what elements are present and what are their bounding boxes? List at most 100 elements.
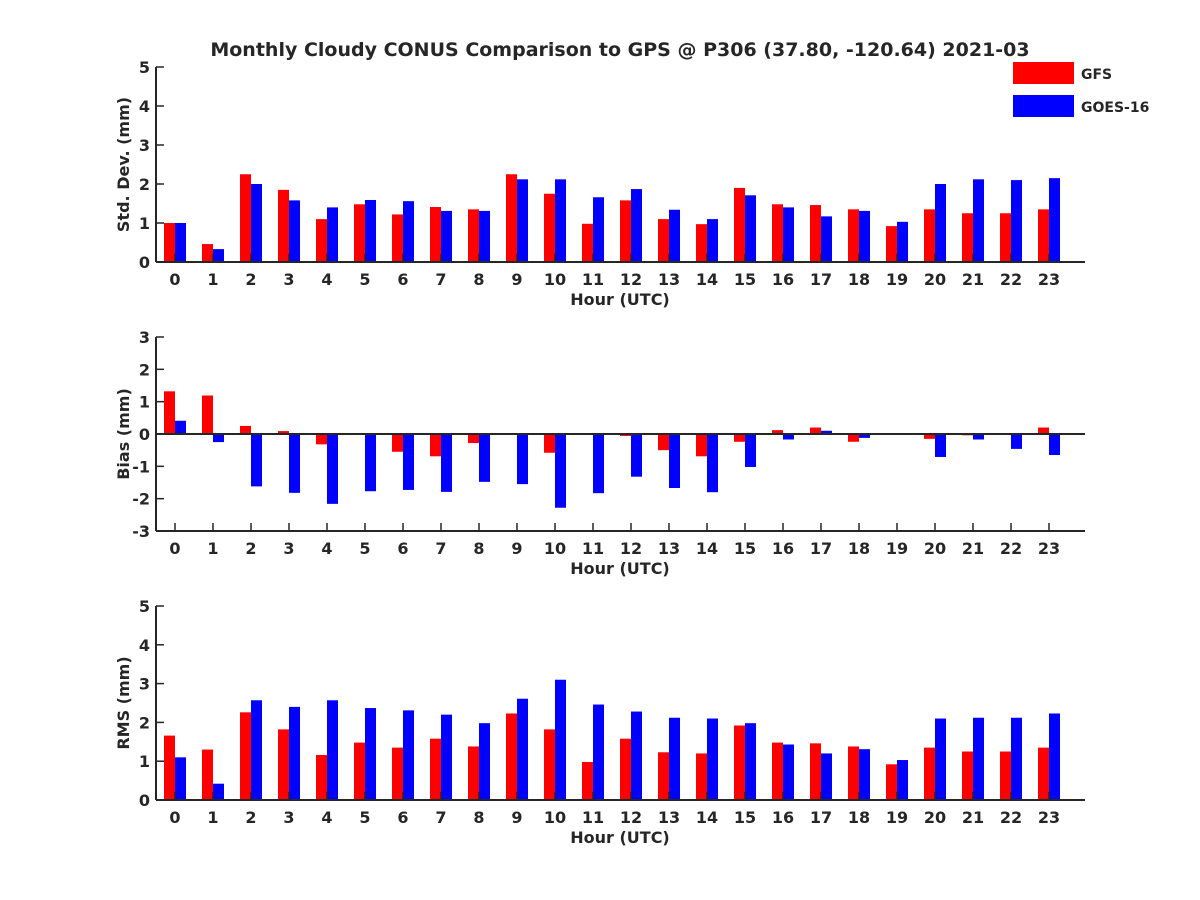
x-tick-label: 22 — [1000, 270, 1022, 289]
y-tick-label: 1 — [139, 752, 150, 771]
bar-goes16-hour-3 — [289, 434, 300, 493]
x-tick-label: 8 — [473, 270, 484, 289]
x-tick-label: 9 — [511, 270, 522, 289]
bar-gfs-hour-2 — [240, 174, 251, 262]
bar-gfs-hour-4 — [316, 219, 327, 262]
bar-goes16-hour-18 — [859, 434, 870, 438]
bar-goes16-hour-11 — [593, 434, 604, 494]
x-tick-label: 3 — [283, 808, 294, 827]
bar-gfs-hour-14 — [696, 434, 707, 457]
y-axis-label: Std. Dev. (mm) — [114, 97, 133, 232]
bar-goes16-hour-1 — [213, 783, 224, 800]
bar-gfs-hour-7 — [430, 738, 441, 800]
x-tick-label: 22 — [1000, 808, 1022, 827]
bar-goes16-hour-4 — [327, 434, 338, 504]
bar-goes16-hour-23 — [1049, 178, 1060, 262]
bar-goes16-hour-1 — [213, 249, 224, 262]
bar-goes16-hour-21 — [973, 179, 984, 262]
bar-gfs-hour-2 — [240, 425, 251, 434]
bar-gfs-hour-10 — [544, 729, 555, 800]
bar-gfs-hour-12 — [620, 200, 631, 262]
x-tick-label: 2 — [245, 270, 256, 289]
x-tick-label: 7 — [435, 808, 446, 827]
bar-goes16-hour-6 — [403, 201, 414, 262]
chart-legend: GFS GOES-16 — [1013, 62, 1149, 117]
bar-gfs-hour-19 — [886, 226, 897, 262]
x-tick-label: 18 — [848, 808, 870, 827]
x-tick-label: 10 — [544, 270, 566, 289]
y-tick-label: 0 — [139, 791, 150, 810]
bar-goes16-hour-5 — [365, 434, 376, 492]
bar-gfs-hour-20 — [924, 434, 935, 439]
bar-goes16-hour-21 — [973, 717, 984, 800]
x-tick-label: 12 — [620, 808, 642, 827]
x-tick-label: 1 — [207, 808, 218, 827]
x-tick-label: 19 — [886, 539, 908, 558]
x-tick-label: 12 — [620, 270, 642, 289]
bar-gfs-hour-18 — [848, 746, 859, 800]
bar-goes16-hour-3 — [289, 706, 300, 800]
x-tick-label: 6 — [397, 270, 408, 289]
bar-gfs-hour-6 — [392, 434, 403, 452]
bar-goes16-hour-10 — [555, 434, 566, 508]
y-tick-label: -1 — [132, 457, 150, 476]
chart-title: Monthly Cloudy CONUS Comparison to GPS @… — [210, 39, 1029, 61]
bar-goes16-hour-19 — [897, 760, 908, 800]
bar-gfs-hour-23 — [1038, 427, 1049, 434]
bar-goes16-hour-12 — [631, 434, 642, 477]
x-tick-label: 4 — [321, 808, 332, 827]
y-tick-label: 2 — [139, 713, 150, 732]
bar-gfs-hour-20 — [924, 209, 935, 262]
bar-gfs-hour-16 — [772, 204, 783, 262]
x-tick-label: 7 — [435, 539, 446, 558]
x-tick-label: 18 — [848, 539, 870, 558]
x-tick-label: 7 — [435, 270, 446, 289]
x-tick-label: 21 — [962, 808, 984, 827]
bar-gfs-hour-6 — [392, 214, 403, 262]
x-tick-label: 4 — [321, 539, 332, 558]
bar-gfs-hour-22 — [1000, 751, 1011, 800]
x-tick-label: 16 — [772, 539, 794, 558]
bar-gfs-hour-9 — [506, 174, 517, 262]
x-tick-label: 15 — [734, 808, 756, 827]
bar-goes16-hour-9 — [517, 434, 528, 485]
y-tick-label: 3 — [139, 328, 150, 347]
bar-goes16-hour-18 — [859, 210, 870, 262]
bar-goes16-hour-14 — [707, 718, 718, 800]
y-tick-label: 3 — [139, 675, 150, 694]
bar-goes16-hour-7 — [441, 434, 452, 492]
bar-goes16-hour-17 — [821, 753, 832, 800]
bar-gfs-hour-5 — [354, 742, 365, 800]
x-tick-label: 13 — [658, 539, 680, 558]
bar-gfs-hour-1 — [202, 749, 213, 800]
x-tick-label: 14 — [696, 539, 718, 558]
x-tick-label: 13 — [658, 270, 680, 289]
bar-gfs-hour-4 — [316, 434, 327, 445]
x-tick-label: 11 — [582, 539, 604, 558]
y-axis-label: Bias (mm) — [114, 388, 133, 480]
bar-goes16-hour-11 — [593, 197, 604, 262]
x-tick-label: 19 — [886, 808, 908, 827]
bar-goes16-hour-14 — [707, 434, 718, 493]
x-tick-label: 17 — [810, 539, 832, 558]
bar-goes16-hour-1 — [213, 434, 224, 443]
y-axis-label: RMS (mm) — [114, 656, 133, 749]
bar-gfs-hour-2 — [240, 712, 251, 800]
bar-goes16-hour-0 — [175, 420, 186, 434]
bar-gfs-hour-3 — [278, 729, 289, 800]
bar-goes16-hour-22 — [1011, 717, 1022, 800]
x-axis-label: Hour (UTC) — [570, 559, 670, 578]
bar-goes16-hour-8 — [479, 723, 490, 800]
x-tick-label: 6 — [397, 808, 408, 827]
bar-gfs-hour-10 — [544, 193, 555, 262]
bar-gfs-hour-21 — [962, 751, 973, 800]
bar-gfs-hour-23 — [1038, 747, 1049, 800]
x-tick-label: 2 — [245, 539, 256, 558]
bar-goes16-hour-0 — [175, 757, 186, 800]
bar-goes16-hour-12 — [631, 189, 642, 262]
x-tick-label: 0 — [169, 270, 180, 289]
bar-gfs-hour-8 — [468, 434, 479, 444]
bar-goes16-hour-2 — [251, 700, 262, 800]
bar-goes16-hour-9 — [517, 179, 528, 262]
